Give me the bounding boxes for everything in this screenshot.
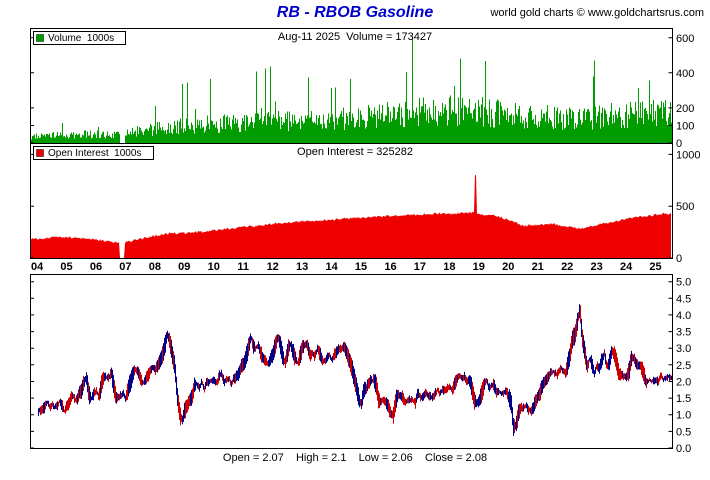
volume-legend-label: Volume 1000s: [48, 33, 114, 44]
year-tick-label: 25: [649, 261, 661, 273]
volume-ytick-label: 600: [676, 33, 694, 45]
open-interest-header-text: Open Interest = 325282: [297, 146, 413, 158]
price-candles: [38, 304, 672, 436]
year-tick-label: 04: [31, 261, 44, 273]
year-tick-label: 19: [473, 261, 485, 273]
price-ytick-label: 1.0: [676, 410, 691, 422]
year-tick-label: 16: [384, 261, 396, 273]
price-ytick-label: 2.0: [676, 377, 691, 389]
price-ytick-label: 2.5: [676, 360, 691, 372]
year-tick-label: 06: [90, 261, 102, 273]
open-interest-legend-box: [33, 146, 154, 160]
open-interest-panel: 1000 500 0 Open Interest 1000s Open Intere…: [30, 143, 700, 265]
price-ytick-label: 5.0: [676, 277, 691, 289]
year-tick-label: 12: [267, 261, 279, 273]
volume-legend-swatch-icon: [36, 34, 44, 42]
year-tick-label: 10: [208, 261, 220, 273]
price-y-axis: 5.0 4.5 4.0 3.5 3.0 2.5 2.0 1.5 1.0 0.5 0.0: [31, 277, 691, 455]
year-tick-label: 11: [237, 261, 249, 273]
year-tick-label: 20: [502, 261, 514, 273]
open-interest-area: [31, 175, 671, 258]
year-tick-label: 14: [325, 261, 338, 273]
price-ytick-label: 3.0: [676, 343, 691, 355]
volume-ytick-label: 100: [676, 121, 694, 133]
price-panel: 5.0 4.5 4.0 3.5 3.0 2.5 2.0 1.5 1.0 0.5 0.0: [30, 274, 691, 455]
open-interest-ytick-label: 1000: [676, 149, 700, 161]
open-interest-legend-label: Open Interest 1000s: [48, 148, 141, 159]
volume-header-text: Aug-11 2025 Volume = 173427: [278, 31, 432, 43]
volume-ytick-label: 400: [676, 68, 694, 80]
year-tick-label: 05: [60, 261, 72, 273]
open-interest-y-axis: 1000 500 0: [31, 149, 700, 265]
volume-ytick-label: 0: [676, 138, 682, 150]
year-tick-label: 13: [296, 261, 308, 273]
volume-panel: 600 400 200 100 0 Volume 1000s Aug-11 2025 V…: [30, 28, 694, 150]
price-ytick-label: 0.0: [676, 443, 691, 455]
volume-legend-box: [33, 31, 126, 45]
year-tick-label: 18: [443, 261, 455, 273]
price-ytick-label: 0.5: [676, 426, 691, 438]
year-axis: 04 05 06 07 08 09 10 11 12 13 14 15 16 17 18 19 20 21 22 23…: [31, 261, 662, 273]
price-ytick-label: 1.5: [676, 393, 691, 405]
volume-ytick-label: 200: [676, 103, 694, 115]
open-interest-ytick-label: 0: [676, 253, 682, 265]
ohlc-summary-text: Open = 2.07 High = 2.1 Low = 2.06 Close …: [223, 452, 487, 464]
year-tick-label: 22: [561, 261, 573, 273]
watermark: world gold charts © www.goldchartsrus.co…: [489, 7, 704, 19]
year-tick-label: 15: [355, 261, 367, 273]
volume-bars: [31, 36, 672, 143]
year-tick-label: 24: [620, 261, 633, 273]
year-tick-label: 08: [149, 261, 161, 273]
year-tick-label: 23: [590, 261, 602, 273]
price-ytick-label: 4.5: [676, 293, 691, 305]
year-tick-label: 21: [532, 261, 544, 273]
price-ytick-label: 4.0: [676, 310, 691, 322]
price-ytick-label: 3.5: [676, 327, 691, 339]
page-title: RB - RBOB Gasoline: [277, 4, 434, 21]
year-tick-label: 07: [119, 261, 131, 273]
year-tick-label: 17: [414, 261, 426, 273]
open-interest-legend-swatch-icon: [36, 149, 44, 157]
open-interest-ytick-label: 500: [676, 201, 694, 213]
year-tick-label: 09: [178, 261, 190, 273]
